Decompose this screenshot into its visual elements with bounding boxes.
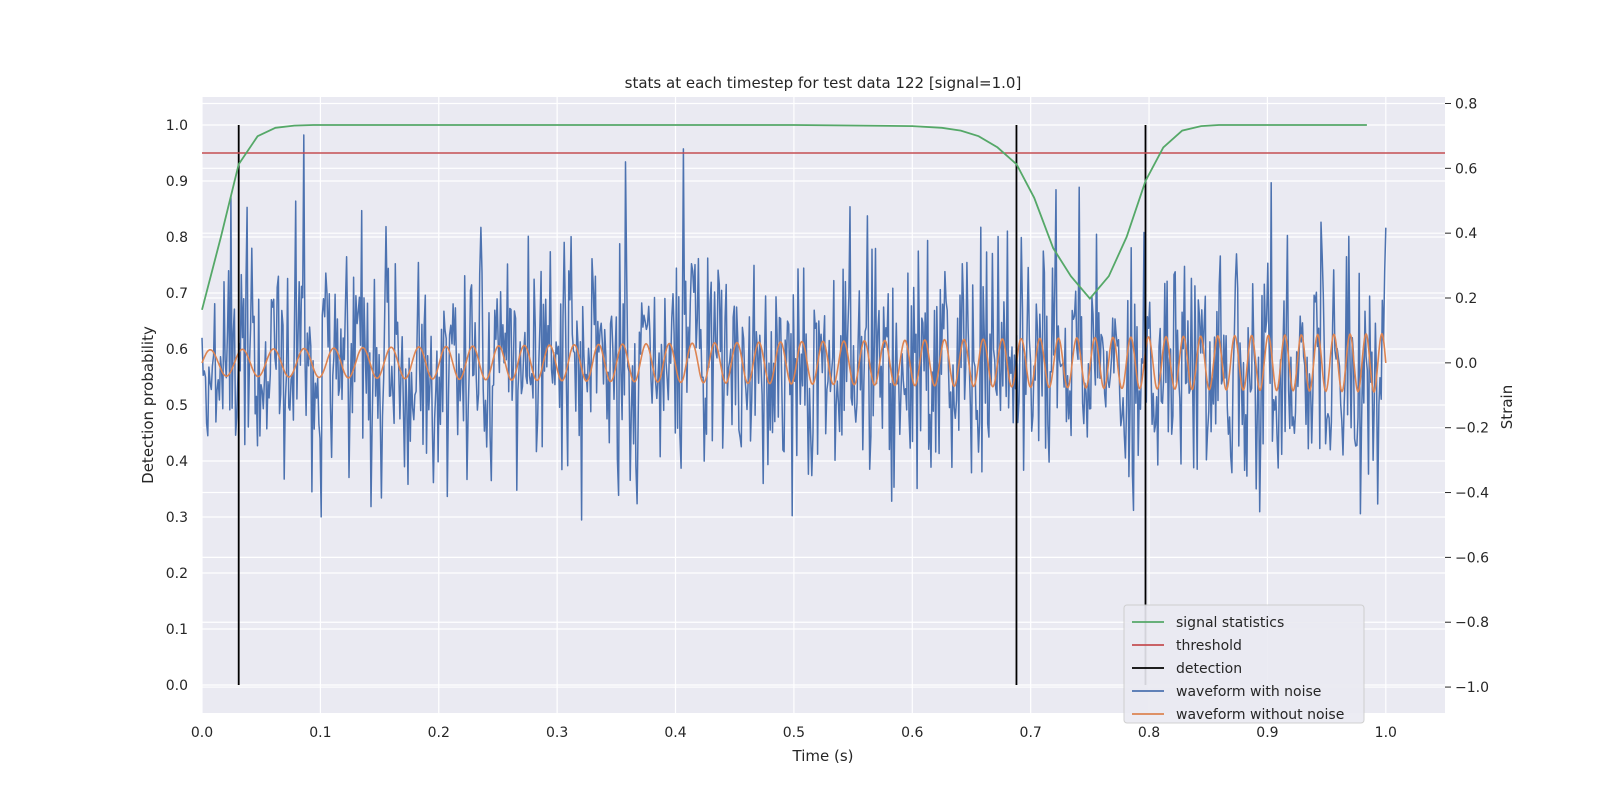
y-left-tick-label-9: 0.9 [166,174,188,190]
y-right-tick-label-8: 0.6 [1455,161,1477,177]
y-right-tick-label-0: −1.0 [1455,680,1489,696]
y-right-axis-label: Strain [1498,385,1516,429]
x-tick-label-2: 0.2 [428,725,450,741]
y-left-tick-label-7: 0.7 [166,286,188,302]
y-right-tick-label-1: −0.8 [1455,615,1489,631]
y-right-axis-ticks: −1.0 −0.8 −0.6 −0.4 −0.2 0.0 0.2 0.4 0.6 0.8 [1445,96,1489,696]
y-left-tick-label-3: 0.3 [166,510,188,526]
x-tick-label-3: 0.3 [546,725,568,741]
series-waveform-without-noise [201,332,1387,394]
x-tick-label-9: 0.9 [1256,725,1278,741]
series-waveform-with-noise [201,134,1387,521]
legend-label-3: waveform with noise [1176,684,1321,700]
y-left-axis-label: Detection probability [139,326,157,484]
y-left-axis-ticks: 0.0 0.1 0.2 0.3 0.4 0.5 0.6 0.7 0.8 0.9 1.0 [166,118,188,694]
x-tick-label-6: 0.6 [901,725,923,741]
x-tick-label-1: 0.1 [309,725,331,741]
y-right-tick-label-5: 0.0 [1455,356,1477,372]
y-left-tick-label-10: 1.0 [166,118,188,134]
legend-items: signal statistics threshold detection wavef… [1132,615,1344,723]
y-right-tick-label-3: −0.4 [1455,486,1489,502]
x-axis-ticks: 0.0 0.1 0.2 0.3 0.4 0.5 0.6 0.7 0.8 0.9 1.0 [191,725,1397,741]
y-left-tick-label-0: 0.0 [166,678,188,694]
x-tick-label-5: 0.5 [783,725,805,741]
legend: signal statistics threshold detection wavef… [1123,604,1365,724]
legend-label-4: waveform without noise [1176,707,1344,723]
x-tick-label-4: 0.4 [664,725,686,741]
x-tick-label-0: 0.0 [191,725,213,741]
legend-box [1123,604,1365,724]
y-right-tick-label-4: −0.2 [1455,421,1489,437]
y-left-tick-label-5: 0.5 [166,398,188,414]
legend-label-0: signal statistics [1176,615,1284,631]
x-tick-label-8: 0.8 [1138,725,1160,741]
y-left-tick-label-1: 0.1 [166,622,188,638]
series-layer [201,124,1445,685]
legend-label-1: threshold [1176,638,1242,654]
x-axis-label: Time (s) [792,747,854,765]
y-left-tick-label-6: 0.6 [166,342,188,358]
x-tick-label-7: 0.7 [1020,725,1042,741]
chart-title: stats at each timestep for test data 122… [625,74,1022,92]
y-right-tick-label-6: 0.2 [1455,291,1477,307]
y-left-tick-label-2: 0.2 [166,566,188,582]
y-left-tick-label-4: 0.4 [166,454,188,470]
y-right-tick-label-2: −0.6 [1455,550,1489,566]
series-signal-statistics [201,124,1367,311]
x-tick-label-10: 1.0 [1375,725,1397,741]
y-left-tick-label-8: 0.8 [166,230,188,246]
legend-label-2: detection [1176,661,1242,677]
y-right-tick-label-9: 0.8 [1455,96,1477,112]
y-right-tick-label-7: 0.4 [1455,226,1477,242]
